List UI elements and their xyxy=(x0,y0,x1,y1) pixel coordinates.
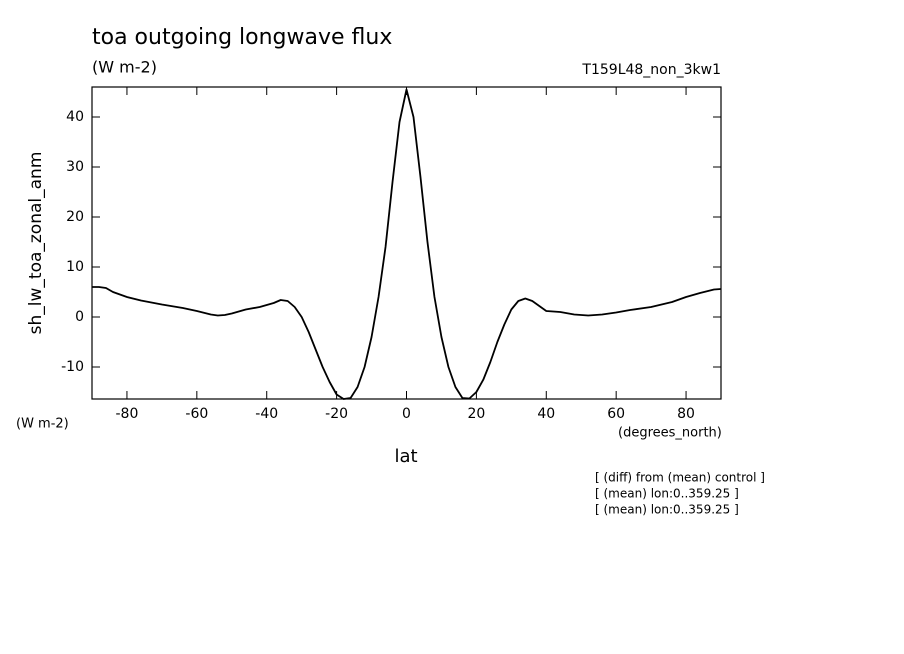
chart-subtitle: (W m-2) xyxy=(92,58,157,77)
x-tick-label: 0 xyxy=(402,406,411,422)
y-tick-label: 0 xyxy=(75,309,84,325)
y-tick-label: 40 xyxy=(66,109,84,125)
x-tick-label: 60 xyxy=(607,406,625,422)
y-axis-label: sh_lw_toa_zonal_anm xyxy=(26,152,46,335)
note: [ (mean) lon:0..359.25 ] xyxy=(595,487,739,501)
x-tick-label: -60 xyxy=(185,406,208,422)
x-tick-label: 40 xyxy=(537,406,555,422)
y-tick-label: -10 xyxy=(61,359,84,375)
x-tick-label: -80 xyxy=(116,406,139,422)
y-units: (W m-2) xyxy=(16,417,69,432)
chart-title: toa outgoing longwave flux xyxy=(92,25,392,50)
plot-frame xyxy=(91,86,722,400)
x-axis-label: lat xyxy=(394,446,417,467)
y-tick-label: 10 xyxy=(66,259,84,275)
x-tick-label: -40 xyxy=(255,406,278,422)
data-line xyxy=(92,88,722,400)
run-label: T159L48_non_3kw1 xyxy=(581,62,721,78)
note: [ (mean) lon:0..359.25 ] xyxy=(595,503,739,517)
x-tick-label: 20 xyxy=(467,406,485,422)
x-tick-label: -20 xyxy=(325,406,348,422)
x-tick-label: 80 xyxy=(677,406,695,422)
x-units: (degrees_north) xyxy=(618,426,722,441)
note: [ (diff) from (mean) control ] xyxy=(595,471,765,485)
y-tick-label: 30 xyxy=(66,159,84,175)
y-tick-label: 20 xyxy=(66,209,84,225)
